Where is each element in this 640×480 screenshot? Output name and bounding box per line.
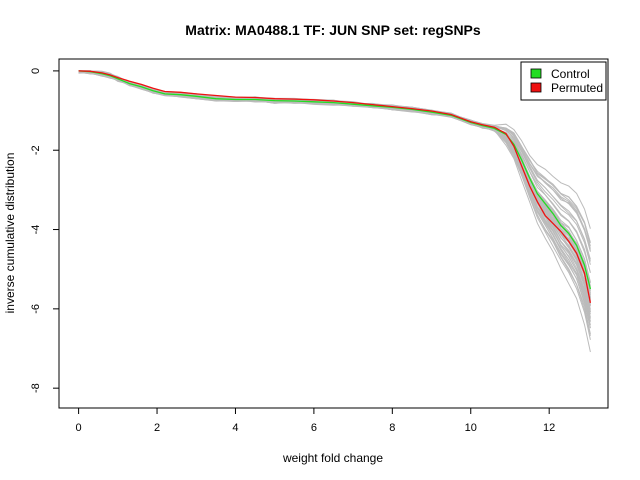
x-axis: 0 2 4 6 8 10 12 (76, 407, 555, 434)
y-axis-label: inverse cumulative distribution (3, 153, 17, 314)
permutation-line (78, 72, 591, 335)
permutation-line (78, 70, 591, 319)
x-tick-label: 4 (232, 422, 238, 434)
plot-area (58, 58, 609, 409)
permutation-line (78, 71, 591, 322)
permutation-line (78, 72, 591, 329)
permutation-line (78, 71, 591, 306)
x-tick-label: 0 (76, 422, 82, 434)
permutation-line (78, 72, 591, 336)
permutation-line (78, 70, 591, 260)
permutation-line (78, 70, 591, 310)
legend: Control Permuted (520, 61, 607, 101)
y-tick-label: 0 (30, 68, 42, 74)
permutation-line (78, 70, 591, 318)
permutation-line (78, 70, 591, 262)
permutation-line (78, 71, 591, 340)
permutation-line (78, 71, 591, 306)
permutation-line (78, 71, 591, 329)
permutation-background-lines (78, 70, 591, 353)
x-tick-label: 2 (154, 422, 160, 434)
permutation-line (78, 70, 591, 251)
legend-label-control: Control (551, 67, 590, 81)
x-tick-label: 8 (389, 422, 395, 434)
permutation-line (78, 72, 591, 307)
y-tick-label: -4 (30, 225, 42, 235)
permutation-line (78, 70, 591, 249)
legend-swatch-control (530, 68, 542, 79)
permutation-line (78, 71, 591, 305)
permutation-line (78, 71, 591, 353)
y-tick-label: -8 (30, 383, 42, 393)
y-tick-label: -6 (30, 304, 42, 314)
plot-frame (58, 58, 609, 409)
permutation-line (78, 70, 591, 315)
permutation-line (78, 72, 591, 313)
series-line-permuted (78, 70, 592, 304)
chart-title: Matrix: MA0488.1 TF: JUN SNP set: regSNP… (185, 22, 481, 38)
x-tick-label: 10 (465, 422, 477, 434)
series-lines (78, 70, 592, 304)
permutation-line (78, 70, 591, 252)
permutation-line (78, 71, 591, 326)
legend-label-permuted: Permuted (551, 81, 603, 95)
y-axis: 0 -2 -4 -6 -8 (30, 68, 60, 393)
y-tick-label: -2 (30, 145, 42, 155)
permutation-line (78, 71, 591, 302)
x-tick-label: 12 (543, 422, 555, 434)
permutation-line (78, 71, 591, 313)
legend-box (520, 61, 607, 101)
legend-swatch-permuted (530, 82, 542, 93)
permutation-line (78, 70, 591, 322)
x-axis-label: weight fold change (282, 451, 383, 465)
x-tick-label: 6 (311, 422, 317, 434)
series-line-control (78, 70, 592, 290)
